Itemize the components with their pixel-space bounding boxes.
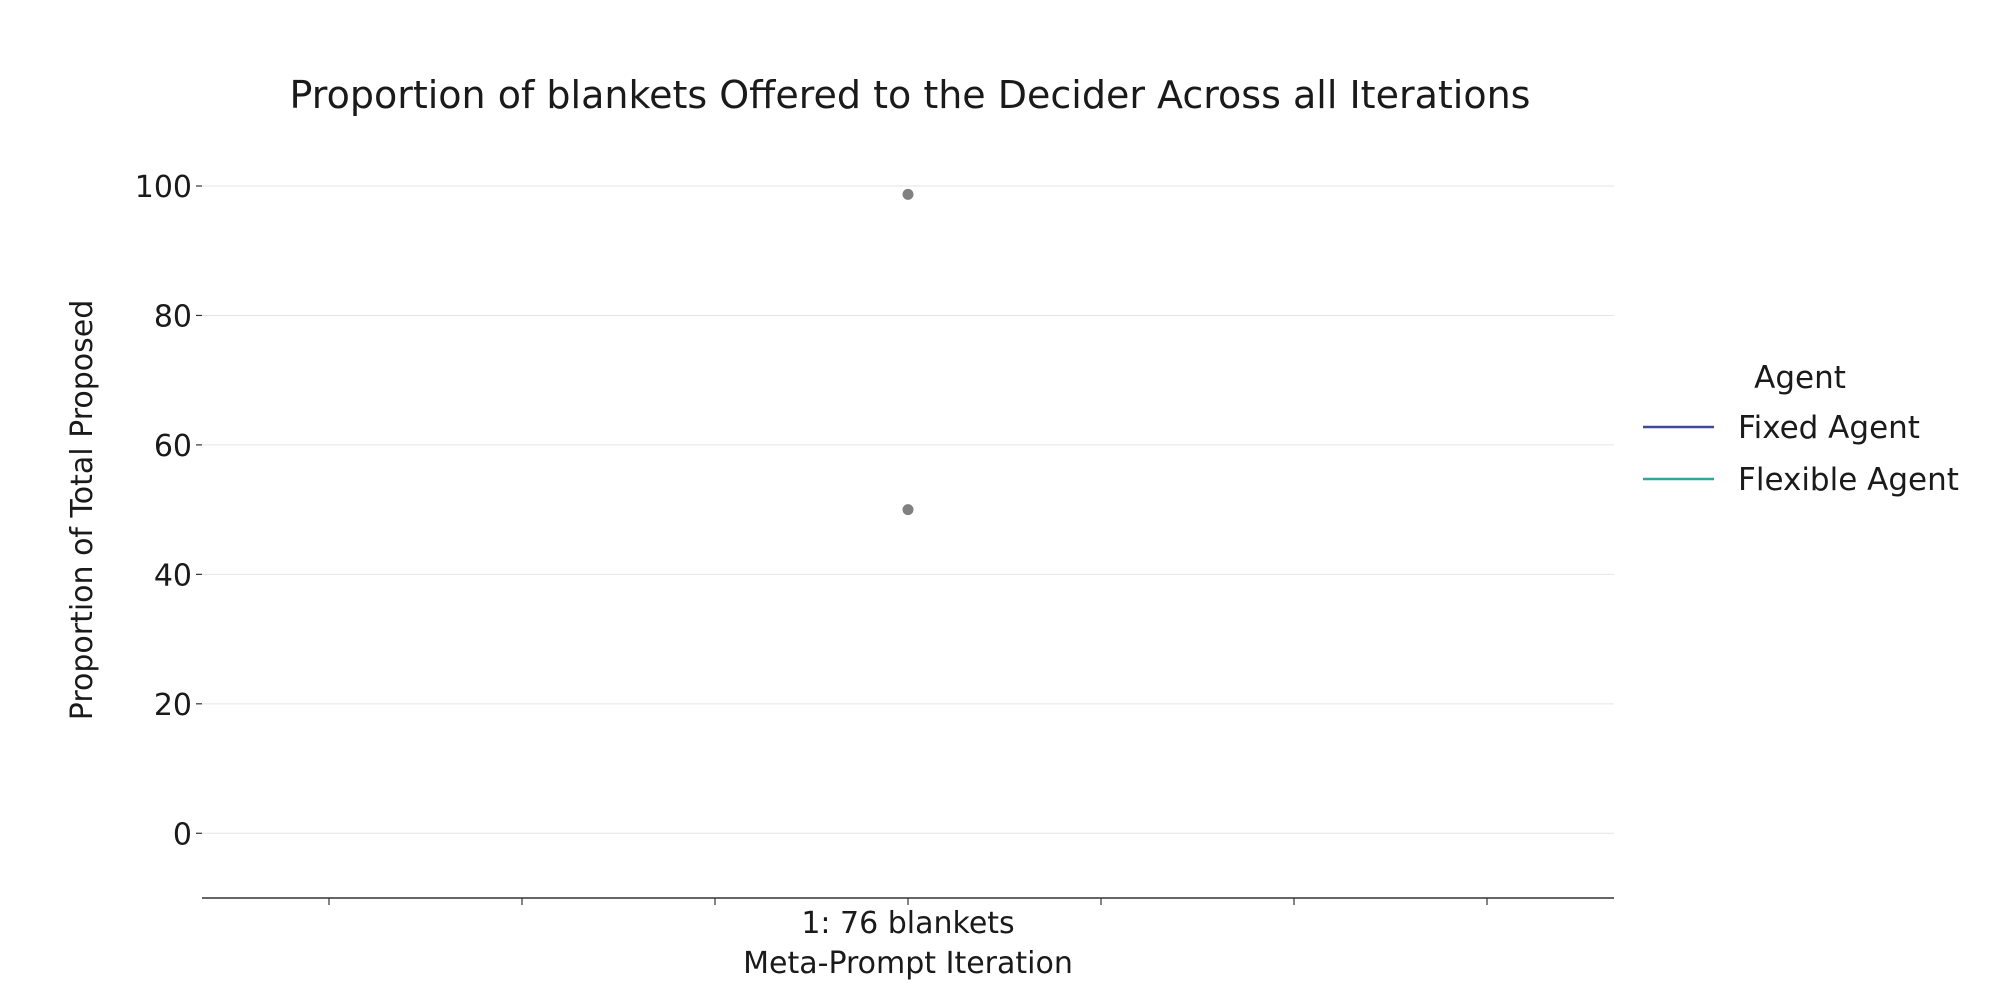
y-tick-label-80: 80 [154,299,192,334]
legend-label-flexible-agent: Flexible Agent [1738,462,1959,498]
x-axis: 1: 76 blankets [202,897,1614,941]
legend-title: Agent [1754,360,1846,396]
y-tick-label-0: 0 [173,817,192,852]
data-points [902,188,914,516]
y-axis: 0 20 40 60 80 100 [135,170,202,852]
y-tick-label-60: 60 [154,429,192,464]
y-tick-label-100: 100 [135,170,192,205]
x-axis-label: Meta-Prompt Iteration [743,946,1073,981]
legend-label-fixed-agent: Fixed Agent [1738,410,1920,446]
y-tick-label-20: 20 [154,688,192,723]
x-tick-label: 1: 76 blankets [801,906,1014,941]
data-point-0 [902,188,914,200]
y-axis-label: Proportion of Total Proposed [65,300,100,721]
chart-title: Proportion of blankets Offered to the De… [290,73,1531,117]
gridlines [202,185,1614,834]
legend: Agent Fixed Agent Flexible Agent [1643,360,1959,498]
y-tick-label-40: 40 [154,558,192,593]
data-point-1 [902,504,914,516]
